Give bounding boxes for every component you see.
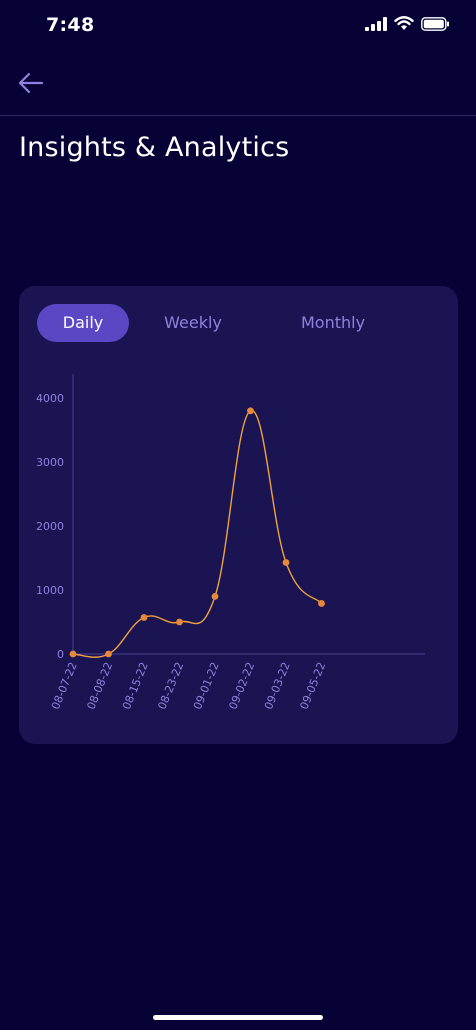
series-line xyxy=(72,410,323,658)
y-tick-label: 0 xyxy=(57,648,64,661)
arrow-left-icon xyxy=(18,72,44,94)
y-tick-label: 1000 xyxy=(36,584,64,597)
back-button[interactable] xyxy=(16,70,46,96)
x-tick-label: 09-03-22 xyxy=(262,660,293,711)
data-point xyxy=(247,407,254,415)
tab-daily[interactable]: Daily xyxy=(37,304,129,342)
x-tick-label: 08-23-22 xyxy=(156,660,187,711)
battery-icon xyxy=(421,16,449,31)
nav-divider xyxy=(0,115,476,116)
x-tick-label: 08-07-22 xyxy=(49,660,80,711)
data-point xyxy=(140,614,148,621)
x-tick-label: 09-02-22 xyxy=(227,660,258,711)
tab-weekly[interactable]: Weekly xyxy=(164,313,222,332)
tab-monthly[interactable]: Monthly xyxy=(300,313,366,332)
chart-card: Daily Weekly Monthly 0 1000 2000 3000 4000 08… xyxy=(19,286,458,744)
x-tick-label: 08-15-22 xyxy=(120,660,151,711)
data-point xyxy=(318,600,325,607)
x-tick-label: 09-01-22 xyxy=(191,660,222,711)
period-tabs: Daily Weekly Monthly xyxy=(37,304,437,342)
home-indicator xyxy=(153,1015,323,1020)
data-point xyxy=(282,559,290,566)
status-icons xyxy=(365,16,450,31)
data-point xyxy=(211,593,219,600)
status-time: 7:48 xyxy=(46,14,95,36)
data-point xyxy=(176,618,183,626)
status-bar: 7:48 xyxy=(0,0,476,52)
y-tick-label: 4000 xyxy=(36,392,64,405)
x-tick-label: 09-05-22 xyxy=(298,660,329,711)
x-tick-label: 08-08-22 xyxy=(85,660,116,711)
data-point xyxy=(69,650,77,658)
analytics-line-chart: 0 1000 2000 3000 4000 08-07-22 08-08-22 08-15-2… xyxy=(36,374,425,711)
data-point xyxy=(105,650,112,658)
wifi-icon xyxy=(394,16,414,30)
y-tick-label: 2000 xyxy=(36,520,64,533)
page-title: Insights & Analytics xyxy=(19,132,290,163)
cellular-signal-icon xyxy=(365,16,387,31)
y-tick-label: 3000 xyxy=(36,456,64,469)
